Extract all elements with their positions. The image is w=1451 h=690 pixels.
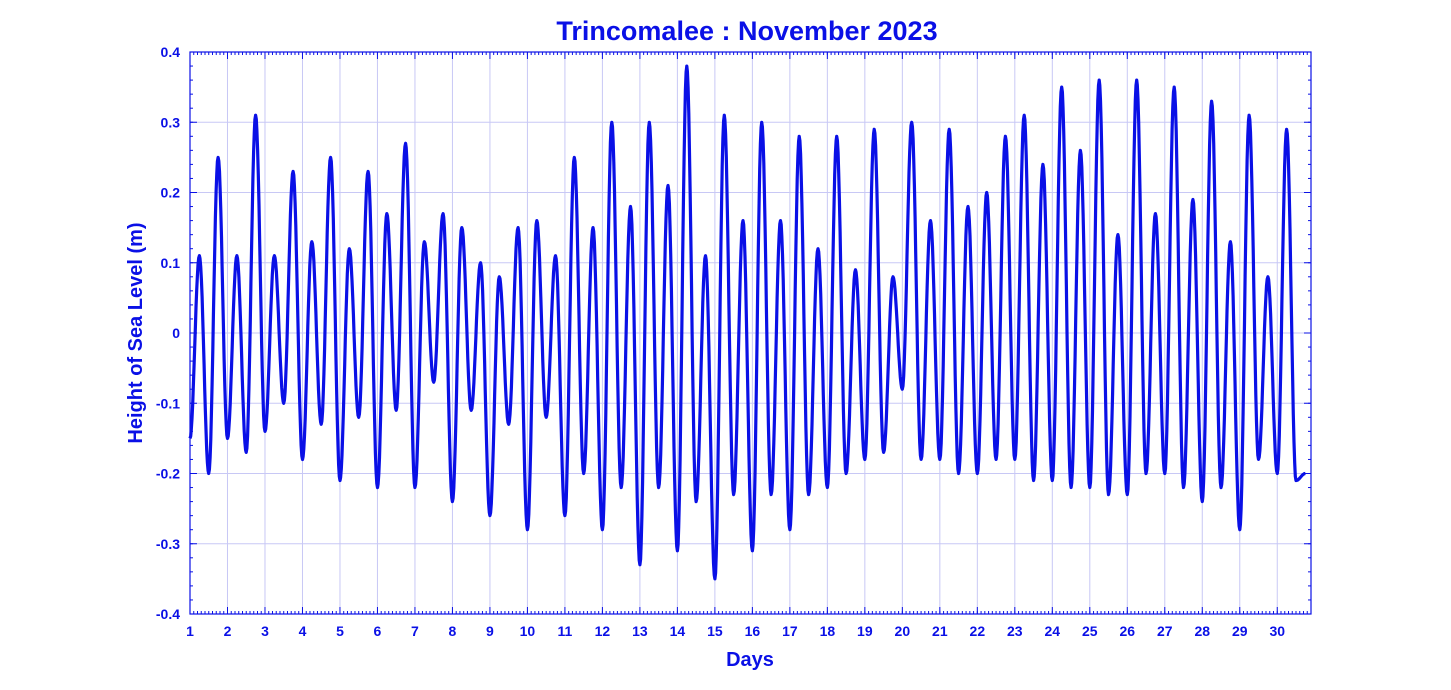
x-tick-label: 3 bbox=[261, 623, 269, 639]
sea-level-line bbox=[188, 64, 1307, 581]
x-tick-label: 18 bbox=[820, 623, 836, 639]
x-tick-label: 9 bbox=[486, 623, 494, 639]
x-tick-label: 19 bbox=[857, 623, 873, 639]
x-tick-label: 29 bbox=[1232, 623, 1248, 639]
y-tick-label: 0.1 bbox=[161, 255, 181, 271]
x-tick-label: 15 bbox=[707, 623, 723, 639]
x-tick-label: 10 bbox=[520, 623, 536, 639]
y-tick-label: 0.4 bbox=[161, 44, 181, 60]
x-tick-label: 13 bbox=[632, 623, 648, 639]
x-tick-label: 23 bbox=[1007, 623, 1023, 639]
y-tick-label: -0.2 bbox=[156, 466, 180, 482]
x-axis-label: Days bbox=[726, 649, 774, 671]
x-tick-label: 5 bbox=[336, 623, 344, 639]
x-tick-label: 28 bbox=[1194, 623, 1210, 639]
x-tick-label: 14 bbox=[670, 623, 686, 639]
y-tick-label: -0.3 bbox=[156, 536, 180, 552]
x-tick-labels: 1 2 3 4 5 6 7 8 9 10 11 12 13 14 15 16 17 18 19 20 21 22 23 24 2… bbox=[186, 623, 1285, 639]
y-tick-label: -0.4 bbox=[156, 606, 180, 622]
x-tick-label: 1 bbox=[186, 623, 194, 639]
x-tick-label: 26 bbox=[1120, 623, 1136, 639]
x-tick-label: 6 bbox=[374, 623, 382, 639]
y-axis-label: Height of Sea Level (m) bbox=[125, 222, 147, 443]
x-tick-label: 12 bbox=[595, 623, 611, 639]
x-tick-label: 16 bbox=[745, 623, 761, 639]
x-tick-label: 7 bbox=[411, 623, 419, 639]
y-tick-label: -0.1 bbox=[156, 395, 180, 411]
x-tick-label: 27 bbox=[1157, 623, 1173, 639]
plot-frame bbox=[189, 51, 1312, 615]
x-tick-label: 11 bbox=[558, 623, 573, 639]
chart-title: Trincomalee : November 2023 bbox=[556, 16, 937, 46]
plot-area bbox=[188, 64, 1307, 581]
x-tick-label: 30 bbox=[1269, 623, 1285, 639]
y-tick-labels: -0.4 -0.3 -0.2 -0.1 0 0.1 0.2 0.3 0.4 bbox=[156, 44, 180, 622]
x-tick-label: 25 bbox=[1082, 623, 1098, 639]
y-tick-label: 0.3 bbox=[161, 114, 181, 130]
x-tick-label: 8 bbox=[449, 623, 457, 639]
y-tick-label: 0.2 bbox=[161, 185, 181, 201]
y-tick-label: 0 bbox=[172, 325, 180, 341]
x-tick-label: 20 bbox=[895, 623, 911, 639]
x-tick-label: 4 bbox=[299, 623, 307, 639]
x-tick-label: 24 bbox=[1045, 623, 1061, 639]
x-tick-label: 21 bbox=[932, 623, 948, 639]
x-tick-label: 2 bbox=[224, 623, 232, 639]
x-tick-label: 22 bbox=[970, 623, 986, 639]
x-tick-label: 17 bbox=[782, 623, 798, 639]
